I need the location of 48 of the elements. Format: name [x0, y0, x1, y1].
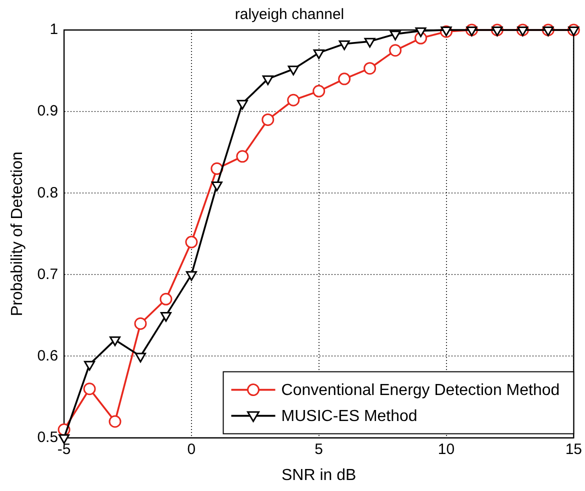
- chart-title: ralyeigh channel: [234, 6, 344, 24]
- point: [134, 317, 147, 330]
- point: [236, 100, 248, 110]
- point: [160, 312, 172, 322]
- x-tick-label: -5: [57, 440, 71, 458]
- point: [236, 150, 249, 163]
- y-tick-label: 0.9: [37, 102, 58, 120]
- point: [108, 415, 122, 428]
- point: [211, 181, 222, 192]
- y-tick-label: 0.8: [37, 184, 58, 202]
- point: [185, 236, 198, 248]
- x-tick-label: 10: [438, 440, 455, 458]
- point: [415, 27, 426, 38]
- point: [186, 271, 197, 281]
- y-axis-title: Probability of Detection: [9, 152, 26, 316]
- point: [364, 38, 376, 48]
- point: [160, 292, 172, 306]
- y-tick-label: 0.7: [37, 266, 58, 283]
- legend-label: Conventional Energy Detection Method: [281, 382, 560, 400]
- point: [134, 352, 146, 362]
- point: [466, 26, 478, 36]
- point: [262, 75, 274, 86]
- point: [110, 336, 121, 346]
- legend-label: MUSIC-ES Method: [281, 408, 418, 426]
- y-tick-label: 0.5: [37, 428, 58, 446]
- point: [568, 26, 580, 36]
- point: [542, 26, 554, 36]
- point: [492, 26, 503, 36]
- point: [338, 72, 351, 86]
- point: [364, 62, 376, 75]
- point: [313, 49, 324, 60]
- x-tick-label: 5: [314, 440, 324, 458]
- point: [83, 382, 96, 396]
- y-tick-label: 1: [50, 21, 58, 38]
- point: [338, 40, 350, 50]
- point: [84, 360, 96, 371]
- point: [288, 66, 299, 76]
- point: [389, 44, 402, 57]
- point: [210, 162, 224, 175]
- point: [390, 30, 401, 40]
- point: [287, 94, 300, 106]
- point: [262, 113, 274, 126]
- x-tick-label: 0: [187, 440, 196, 458]
- y-tick-label: 0.6: [37, 347, 58, 364]
- x-tick-label: 15: [565, 440, 582, 458]
- point: [517, 26, 528, 36]
- point: [312, 84, 326, 98]
- x-axis-title: SNR in dB: [282, 466, 356, 484]
